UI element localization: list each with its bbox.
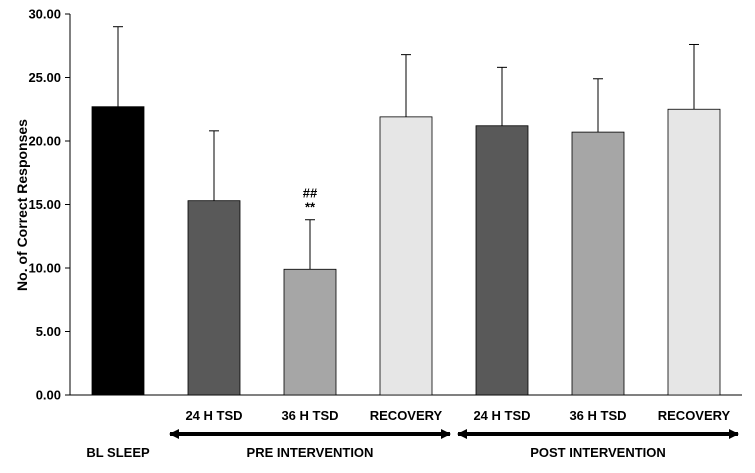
category-label: RECOVERY [370,408,443,423]
bar [379,116,433,396]
error-bars [113,26,699,270]
bar [571,131,625,396]
category-label: 36 H TSD [569,408,626,423]
annotations: ##** [303,186,318,215]
y-tick-label: 15.00 [28,197,61,212]
bar [187,200,241,396]
category-labels: 24 H TSD 36 H TSD RECOVERY 24 H TSD 36 H TSD… [185,408,730,423]
y-tick-label: 10.00 [28,261,61,276]
category-label: 24 H TSD [473,408,530,423]
bar [283,268,337,396]
group-label: POST INTERVENTION [530,445,666,460]
y-tick-label: 5.00 [36,324,61,339]
significance-marker: ## [303,186,318,201]
category-label: RECOVERY [658,408,731,423]
y-axis-title: No. of Correct Responses [14,119,30,291]
bars [91,106,721,396]
y-tick-label: 25.00 [28,70,61,85]
y-tick-label: 20.00 [28,134,61,149]
bar [475,125,529,396]
group-label: PRE INTERVENTION [247,445,374,460]
significance-marker: ** [305,200,316,215]
y-tick-label: 0.00 [36,388,61,403]
category-label: 36 H TSD [281,408,338,423]
bar [667,108,721,396]
bar [91,106,145,396]
category-label: 24 H TSD [185,408,242,423]
y-tick-label: 30.00 [28,7,61,22]
group-labels: BL SLEEP PRE INTERVENTION POST INTERVENTIO… [86,429,739,460]
y-ticks: 0.00 5.00 10.00 15.00 20.00 25.00 30.00 [28,7,70,403]
group-label: BL SLEEP [86,445,150,460]
